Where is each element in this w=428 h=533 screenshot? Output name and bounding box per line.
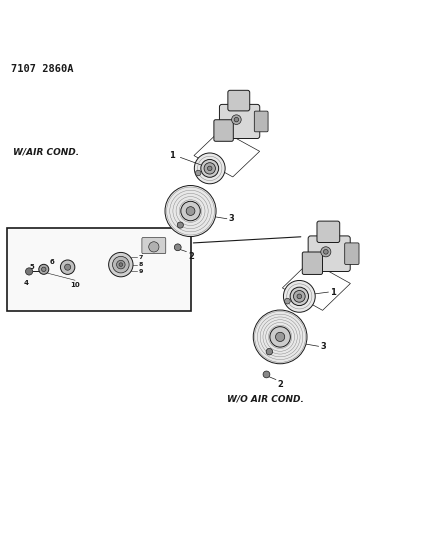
Circle shape xyxy=(232,115,241,124)
FancyBboxPatch shape xyxy=(308,236,350,271)
Circle shape xyxy=(60,260,75,274)
Circle shape xyxy=(181,201,200,221)
Circle shape xyxy=(321,247,331,257)
Circle shape xyxy=(285,298,290,304)
Text: 1: 1 xyxy=(330,288,336,296)
Circle shape xyxy=(324,249,328,254)
Text: W/O AIR COND.: W/O AIR COND. xyxy=(227,394,304,403)
FancyBboxPatch shape xyxy=(317,221,340,243)
Circle shape xyxy=(283,280,315,312)
Circle shape xyxy=(263,371,270,378)
FancyBboxPatch shape xyxy=(345,243,359,264)
Circle shape xyxy=(270,327,290,347)
Text: 10: 10 xyxy=(70,282,80,288)
Text: 8: 8 xyxy=(138,262,143,267)
Text: 4: 4 xyxy=(24,280,29,286)
Circle shape xyxy=(39,264,49,274)
Text: 5: 5 xyxy=(29,263,34,270)
Circle shape xyxy=(149,242,159,252)
Text: 3: 3 xyxy=(229,214,235,223)
Circle shape xyxy=(266,349,273,355)
Circle shape xyxy=(204,163,215,174)
Text: W/AIR COND.: W/AIR COND. xyxy=(14,148,80,157)
Circle shape xyxy=(174,244,181,251)
Circle shape xyxy=(109,253,133,277)
FancyBboxPatch shape xyxy=(142,238,166,254)
Circle shape xyxy=(116,260,125,269)
Circle shape xyxy=(26,268,33,275)
Text: 3: 3 xyxy=(321,342,327,351)
Text: 1: 1 xyxy=(169,151,175,160)
Text: 7: 7 xyxy=(138,255,143,260)
Circle shape xyxy=(42,267,46,271)
Circle shape xyxy=(234,117,239,122)
Circle shape xyxy=(186,207,195,215)
Circle shape xyxy=(65,264,71,270)
FancyBboxPatch shape xyxy=(228,90,250,111)
Circle shape xyxy=(294,290,305,302)
Text: 6: 6 xyxy=(50,259,54,265)
Circle shape xyxy=(208,166,212,171)
Text: 2: 2 xyxy=(188,253,194,261)
FancyBboxPatch shape xyxy=(302,252,322,274)
Circle shape xyxy=(113,256,129,273)
Circle shape xyxy=(290,287,309,305)
Circle shape xyxy=(201,159,219,177)
FancyBboxPatch shape xyxy=(220,104,260,139)
Circle shape xyxy=(253,310,307,364)
Circle shape xyxy=(165,185,216,237)
FancyBboxPatch shape xyxy=(254,111,268,132)
Circle shape xyxy=(194,153,225,184)
Circle shape xyxy=(276,332,285,342)
Circle shape xyxy=(177,222,183,228)
Text: 7107 2860A: 7107 2860A xyxy=(12,64,74,74)
Text: 2: 2 xyxy=(278,381,283,390)
Circle shape xyxy=(297,294,302,298)
Circle shape xyxy=(119,263,123,266)
Circle shape xyxy=(196,170,201,176)
Text: 9: 9 xyxy=(138,269,143,274)
FancyBboxPatch shape xyxy=(214,120,233,141)
Bar xyxy=(7,228,190,311)
